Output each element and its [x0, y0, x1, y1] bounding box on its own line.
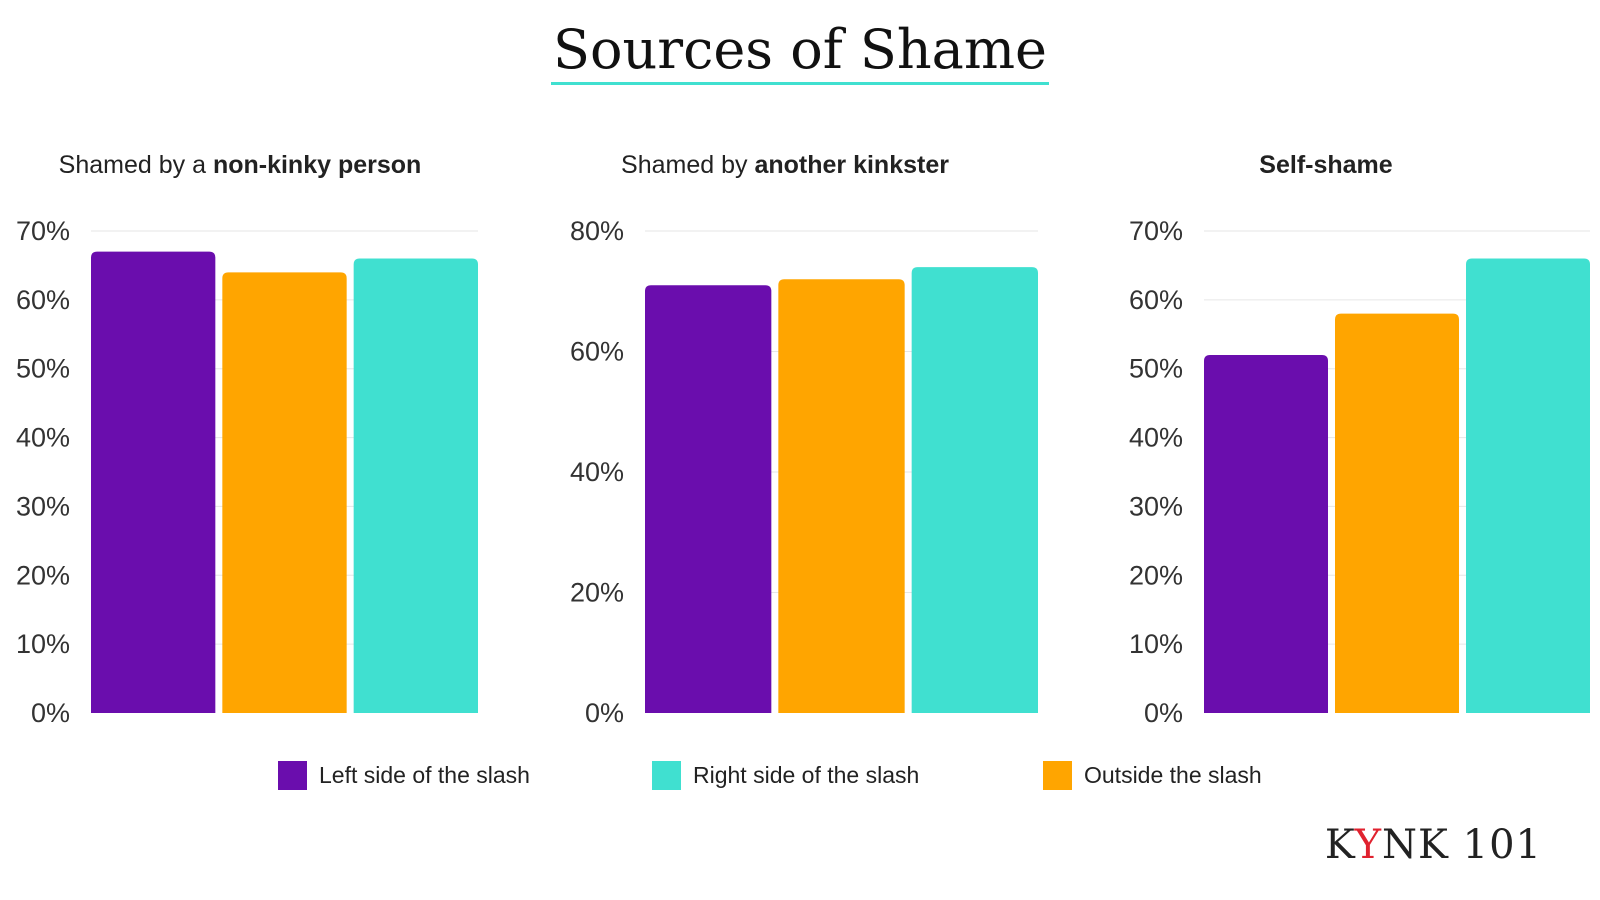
brand-accent: Y	[1354, 822, 1383, 868]
bar-outside	[1335, 313, 1459, 713]
legend-swatch-left	[278, 760, 307, 790]
bar-right	[911, 267, 1038, 713]
y-tick-label: 50%	[1129, 354, 1183, 384]
panel-title-1-plain: Shamed by a	[58, 151, 213, 179]
panel-title-1-bold: non-kinky person	[212, 151, 422, 179]
bar-right	[1466, 258, 1590, 713]
y-tick-label: 0%	[31, 698, 70, 728]
y-tick-label: 40%	[1129, 423, 1183, 453]
brand-suffix: NK 101	[1382, 822, 1542, 868]
y-tick-label: 70%	[1129, 216, 1183, 246]
y-tick-label: 10%	[1129, 629, 1183, 659]
y-tick-label: 40%	[16, 423, 70, 453]
legend-label-left: Left side of the slash	[319, 761, 530, 788]
y-tick-label: 20%	[16, 560, 70, 590]
bar-right	[353, 258, 478, 713]
y-tick-label: 60%	[570, 337, 624, 367]
bar-left	[645, 285, 772, 713]
bar-left	[91, 251, 216, 713]
panel-title-2-plain: Shamed by	[621, 151, 755, 179]
legend: Left side of the slash Right side of the…	[0, 760, 1600, 800]
bar-left	[1204, 354, 1328, 713]
legend-item-right: Right side of the slash	[652, 760, 919, 790]
panel-title-3-bold: Self-shame	[1259, 151, 1393, 179]
chart-title-container: Sources of Shame	[0, 18, 1600, 85]
legend-label-right: Right side of the slash	[693, 761, 920, 788]
y-tick-label: 80%	[570, 216, 624, 246]
bar-outside	[222, 272, 347, 713]
brand-prefix: K	[1324, 822, 1355, 868]
chart-panel-1: 0% 10% 20% 30% 40% 50% 60% 70%	[16, 216, 478, 728]
y-tick-label: 60%	[16, 285, 70, 315]
y-tick-label: 0%	[585, 698, 624, 728]
main-title: Sources of Shame	[551, 18, 1049, 85]
y-tick-label: 40%	[570, 457, 624, 487]
legend-swatch-right	[652, 760, 681, 790]
chart-panel-3: 0% 10% 20% 30% 40% 50% 60% 70%	[1129, 216, 1590, 728]
panel-title-2: Shamed by another kinkster	[585, 150, 985, 180]
legend-item-left: Left side of the slash	[278, 760, 530, 790]
legend-label-outside: Outside the slash	[1084, 761, 1262, 788]
y-tick-label: 70%	[16, 216, 70, 246]
panel-title-1: Shamed by a non-kinky person	[40, 150, 440, 180]
y-tick-label: 50%	[16, 354, 70, 384]
legend-item-outside: Outside the slash	[1043, 760, 1262, 790]
chart-panel-2: 0% 20% 40% 60% 80%	[570, 216, 1038, 728]
y-tick-label: 0%	[1144, 698, 1183, 728]
bar-outside	[778, 279, 905, 713]
y-tick-label: 20%	[1129, 560, 1183, 590]
brand-logo: KYNK 101	[1325, 822, 1542, 868]
y-tick-label: 30%	[1129, 491, 1183, 521]
y-tick-label: 30%	[16, 491, 70, 521]
y-tick-label: 20%	[570, 578, 624, 608]
y-tick-label: 10%	[16, 629, 70, 659]
legend-swatch-outside	[1043, 760, 1072, 790]
panel-title-3: Self-shame	[1126, 150, 1526, 180]
panel-title-2-bold: another kinkster	[754, 151, 949, 179]
y-tick-label: 60%	[1129, 285, 1183, 315]
